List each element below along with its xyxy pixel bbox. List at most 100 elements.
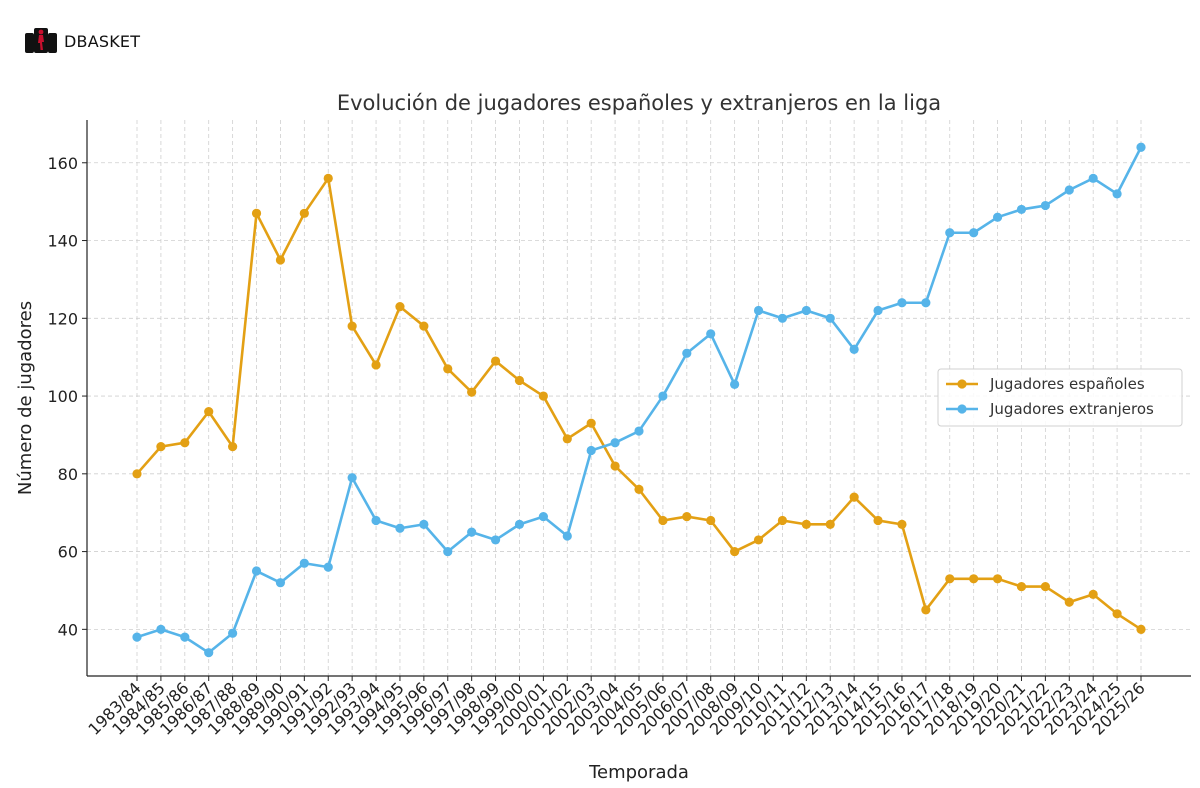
legend: Jugadores españoles Jugadores extranjeros bbox=[937, 368, 1183, 427]
data-point bbox=[777, 515, 788, 526]
y-tick-label: 40 bbox=[58, 620, 78, 639]
legend-entry: Jugadores extranjeros bbox=[946, 400, 1154, 418]
data-point bbox=[1112, 189, 1122, 199]
data-point bbox=[562, 434, 572, 444]
y-tick-label: 160 bbox=[47, 154, 78, 173]
data-point bbox=[897, 298, 907, 308]
data-point bbox=[514, 375, 525, 386]
data-point bbox=[921, 605, 931, 615]
data-point bbox=[1016, 204, 1027, 215]
data-point bbox=[945, 228, 955, 238]
data-point bbox=[371, 360, 381, 370]
y-tick-label: 60 bbox=[58, 543, 78, 562]
data-point bbox=[251, 566, 262, 576]
data-point bbox=[228, 442, 238, 452]
data-point bbox=[634, 426, 644, 436]
data-point bbox=[1088, 173, 1098, 183]
legend-label: Jugadores extranjeros bbox=[989, 400, 1154, 418]
data-point bbox=[538, 391, 548, 401]
data-point bbox=[730, 546, 740, 557]
data-point bbox=[897, 519, 907, 529]
data-point bbox=[323, 562, 333, 572]
data-point bbox=[443, 364, 453, 374]
data-point bbox=[610, 461, 620, 471]
data-point bbox=[873, 515, 883, 526]
data-point bbox=[1064, 185, 1074, 195]
legend-swatch-marker bbox=[957, 379, 967, 389]
data-point bbox=[251, 208, 262, 218]
data-point bbox=[610, 438, 620, 448]
data-point bbox=[490, 356, 501, 366]
y-axis-label: Número de jugadores bbox=[15, 301, 36, 495]
data-point bbox=[634, 484, 644, 494]
data-point bbox=[467, 527, 477, 537]
series-2 bbox=[132, 142, 1146, 658]
data-point bbox=[419, 321, 429, 331]
data-point bbox=[228, 628, 238, 638]
data-point bbox=[514, 519, 525, 529]
data-point bbox=[873, 305, 883, 316]
data-point bbox=[1016, 581, 1027, 592]
data-point bbox=[658, 391, 668, 401]
legend-box bbox=[937, 368, 1183, 427]
data-point bbox=[753, 305, 764, 316]
brand-logo: DBASKET bbox=[24, 26, 140, 56]
data-point bbox=[180, 438, 190, 448]
data-point bbox=[443, 546, 453, 557]
data-point bbox=[658, 515, 668, 526]
data-point bbox=[586, 418, 596, 428]
data-point bbox=[132, 469, 142, 479]
data-point bbox=[275, 578, 286, 588]
data-point bbox=[1136, 624, 1146, 634]
data-point bbox=[538, 511, 548, 522]
data-point bbox=[825, 313, 835, 323]
data-point bbox=[849, 344, 859, 354]
data-point bbox=[204, 407, 214, 417]
data-point bbox=[371, 515, 381, 526]
series-1 bbox=[132, 173, 1146, 634]
series-group bbox=[132, 142, 1146, 658]
y-tick-label: 140 bbox=[47, 232, 78, 251]
data-point bbox=[1112, 609, 1122, 619]
data-point bbox=[132, 632, 142, 642]
legend-swatch-marker bbox=[957, 404, 967, 414]
data-point bbox=[156, 442, 166, 452]
x-axis-label: Temporada bbox=[588, 762, 689, 783]
data-point bbox=[323, 173, 333, 183]
data-point bbox=[1040, 581, 1050, 592]
data-point bbox=[275, 255, 286, 265]
data-point bbox=[682, 511, 692, 522]
y-tick-label: 80 bbox=[58, 465, 78, 484]
data-point bbox=[801, 519, 811, 529]
data-point bbox=[180, 632, 190, 642]
data-point bbox=[347, 321, 357, 331]
data-point bbox=[490, 535, 501, 545]
data-point bbox=[299, 208, 309, 218]
data-point bbox=[945, 574, 955, 584]
brand-name: DBASKET bbox=[64, 31, 141, 51]
y-tick-label: 100 bbox=[47, 387, 78, 406]
data-point bbox=[586, 445, 596, 456]
data-point bbox=[992, 574, 1003, 584]
data-point bbox=[299, 558, 309, 568]
data-point bbox=[921, 298, 931, 308]
y-tick-label: 120 bbox=[47, 309, 78, 328]
data-point bbox=[801, 305, 811, 316]
data-point bbox=[156, 624, 166, 634]
data-point bbox=[825, 519, 835, 529]
legend-label: Jugadores españoles bbox=[989, 375, 1145, 393]
data-point bbox=[706, 515, 716, 526]
chart-title: Evolución de jugadores españoles y extra… bbox=[337, 91, 941, 115]
data-point bbox=[1040, 200, 1050, 211]
data-point bbox=[395, 302, 405, 312]
data-point bbox=[347, 473, 357, 483]
data-point bbox=[204, 648, 214, 658]
data-point bbox=[969, 574, 979, 584]
data-point bbox=[395, 523, 405, 533]
data-point bbox=[467, 387, 477, 397]
data-point bbox=[706, 329, 716, 339]
data-point bbox=[730, 379, 740, 389]
data-point bbox=[849, 492, 859, 502]
legend-entry: Jugadores españoles bbox=[946, 375, 1145, 393]
